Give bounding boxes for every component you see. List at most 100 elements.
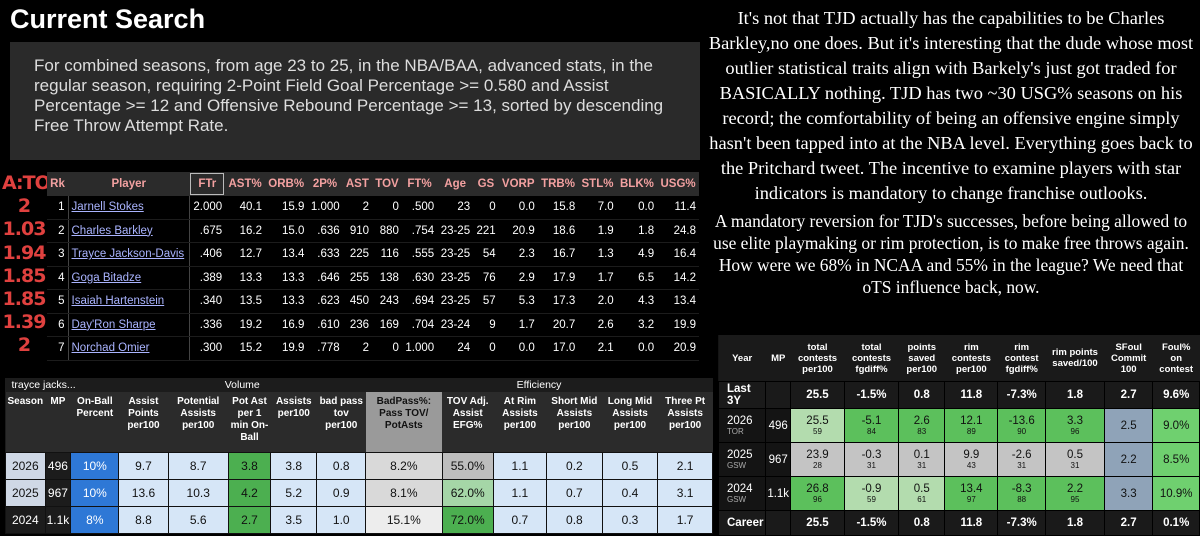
cell: 138 bbox=[372, 266, 402, 290]
column-header: GS bbox=[473, 172, 499, 196]
cell: 2.7 bbox=[1103, 510, 1154, 536]
cell: 1.7 bbox=[498, 313, 538, 337]
cell: 16.9 bbox=[264, 313, 308, 337]
cell: 10% bbox=[70, 479, 120, 507]
group-label: Volume bbox=[224, 379, 260, 391]
player-link[interactable]: Isaiah Hartenstein bbox=[67, 289, 190, 314]
value: -7.3% bbox=[1006, 389, 1037, 401]
paragraph: A mandatory reversion for TJD's successe… bbox=[713, 211, 1189, 297]
column-header: On-Ball Percent bbox=[70, 392, 119, 453]
player-link[interactable]: Goga Bitadze bbox=[67, 266, 190, 290]
value: 2.7 bbox=[1120, 389, 1137, 401]
cell: 5.6 bbox=[167, 506, 229, 534]
value: 11.8 bbox=[960, 389, 983, 401]
cell: 1.8 bbox=[616, 219, 658, 243]
value: 1.8 bbox=[1067, 389, 1083, 401]
cell: 13.4 97 bbox=[944, 476, 999, 511]
percentile: 84 bbox=[867, 427, 876, 436]
cell: 236 bbox=[342, 313, 373, 337]
value: -1.5% bbox=[856, 517, 887, 529]
value: 2.2 bbox=[1120, 453, 1137, 466]
cell: 0.0 bbox=[498, 196, 538, 220]
cell: 2.6 bbox=[578, 313, 617, 337]
value: 0.8 bbox=[913, 517, 930, 529]
column-header: AST bbox=[342, 172, 373, 196]
cell: 40.1 bbox=[225, 196, 265, 220]
year-cell: 2026 TOR bbox=[717, 408, 767, 443]
data-row: 1 Jarnell Stokes 2.000 40.1 15.9 1.000 2 0.500 2… bbox=[47, 196, 699, 220]
cell: 0.3 bbox=[601, 506, 659, 534]
player-link[interactable]: Charles Barkley bbox=[67, 219, 190, 243]
column-header: AST% bbox=[225, 172, 265, 196]
playmaking-table: trayce jacks... Volume Efficiency Season MP O… bbox=[5, 378, 713, 534]
data-row: 2024 1.1k 8% 8.8 5.6 2.7 3.5 1.0 15.1% 72.0% 0.7 0.… bbox=[5, 506, 713, 534]
year-cell: Career bbox=[717, 510, 767, 536]
cell: 8.2% bbox=[365, 452, 443, 480]
player-link[interactable]: Jarnell Stokes bbox=[67, 196, 190, 220]
cell: .555 bbox=[401, 242, 438, 267]
cell: 3.2 bbox=[616, 313, 658, 337]
column-header: Season bbox=[5, 392, 46, 453]
cell: 0.7 bbox=[492, 506, 547, 534]
percentile: 31 bbox=[917, 461, 927, 470]
column-header: Short Mid Assists per100 bbox=[546, 392, 603, 453]
player-link[interactable]: Trayce Jackson-Davis bbox=[67, 242, 190, 267]
header-row: Year MP total contests per100 total contest… bbox=[718, 335, 1200, 382]
cell: -2.6 31 bbox=[997, 442, 1047, 477]
cell: -0.9 59 bbox=[843, 476, 900, 511]
data-row: Career 25.5 -1.5% 0.8 11.8 -7.3% 1.8 2.7 0.1% bbox=[717, 510, 1200, 536]
value: 2.6 bbox=[913, 415, 930, 427]
percentile: 31 bbox=[1017, 461, 1027, 470]
player-link[interactable]: Norchad Omier bbox=[67, 336, 190, 361]
group-row: trayce jacks... Volume Efficiency bbox=[6, 378, 713, 392]
cell: -0.3 31 bbox=[843, 442, 900, 477]
cell: .623 bbox=[307, 289, 343, 314]
cell: 0.2 bbox=[545, 452, 603, 480]
cell: .704 bbox=[401, 313, 438, 337]
value: -2.6 bbox=[1011, 449, 1032, 461]
column-header: Long Mid Assists per100 bbox=[602, 392, 658, 453]
cell: -5.1 84 bbox=[843, 408, 900, 443]
cell: 1.9 bbox=[578, 219, 617, 243]
cell: 23-25 bbox=[437, 242, 474, 267]
cell: 10.3 bbox=[167, 479, 229, 507]
cell: 1.8 bbox=[1045, 510, 1105, 536]
column-header: TOV Adj. Assist EFG% bbox=[442, 392, 494, 453]
value: 2.5 bbox=[1120, 419, 1137, 432]
cell: 1.1 bbox=[492, 452, 547, 480]
column-header: FTr bbox=[189, 172, 226, 196]
ato-value: 1.03 bbox=[2, 218, 47, 241]
player-link[interactable]: Day'Ron Sharpe bbox=[67, 313, 190, 337]
cell: -13.6 90 bbox=[997, 408, 1047, 443]
column-header: Pot Ast per 1 min On-Ball bbox=[228, 392, 271, 453]
cell: 1.1k bbox=[44, 506, 72, 534]
value: 26.8 bbox=[806, 483, 829, 495]
cell: 19.9 bbox=[657, 313, 699, 337]
ato-value: 1.94 bbox=[2, 241, 47, 264]
data-row: 2025 GSW 967 23.9 28 -0.3 31 0.1 31 9.9 43 -2.6 31 0.… bbox=[717, 442, 1200, 477]
commentary: It's not that TJD actually has the capab… bbox=[705, 6, 1197, 298]
data-row: Last 3Y 25.5 -1.5% 0.8 11.8 -7.3% 1.8 2.7 9.6% bbox=[717, 381, 1200, 409]
cell: 2.3 bbox=[498, 242, 538, 267]
cell: 13.4 bbox=[657, 289, 699, 314]
data-row: 5 Isaiah Hartenstein .340 13.5 13.3.623 450 24… bbox=[47, 289, 699, 314]
cell: 6.5 bbox=[616, 266, 658, 290]
cell: 3.3 bbox=[1103, 476, 1154, 511]
cell: 1.3 bbox=[578, 242, 617, 267]
value: 10.9% bbox=[1159, 487, 1193, 500]
cell: 0.8 bbox=[316, 452, 367, 480]
cell: 910 bbox=[342, 219, 373, 243]
team: GSW bbox=[727, 495, 747, 504]
cell: 116 bbox=[372, 242, 402, 267]
value: 3.3 bbox=[1067, 415, 1083, 427]
value: 3.3 bbox=[1120, 487, 1137, 500]
cell: 13.3 bbox=[264, 289, 308, 314]
mp-cell: 1.1k bbox=[765, 476, 792, 511]
cell: -8.3 88 bbox=[997, 476, 1047, 511]
cell: 8.8 bbox=[118, 506, 169, 534]
cell: 8.5% bbox=[1152, 442, 1200, 477]
percentile: 96 bbox=[1070, 427, 1080, 436]
value: 23.9 bbox=[806, 449, 829, 461]
value: 0.8 bbox=[913, 389, 930, 401]
value: 25.5 bbox=[806, 415, 829, 427]
